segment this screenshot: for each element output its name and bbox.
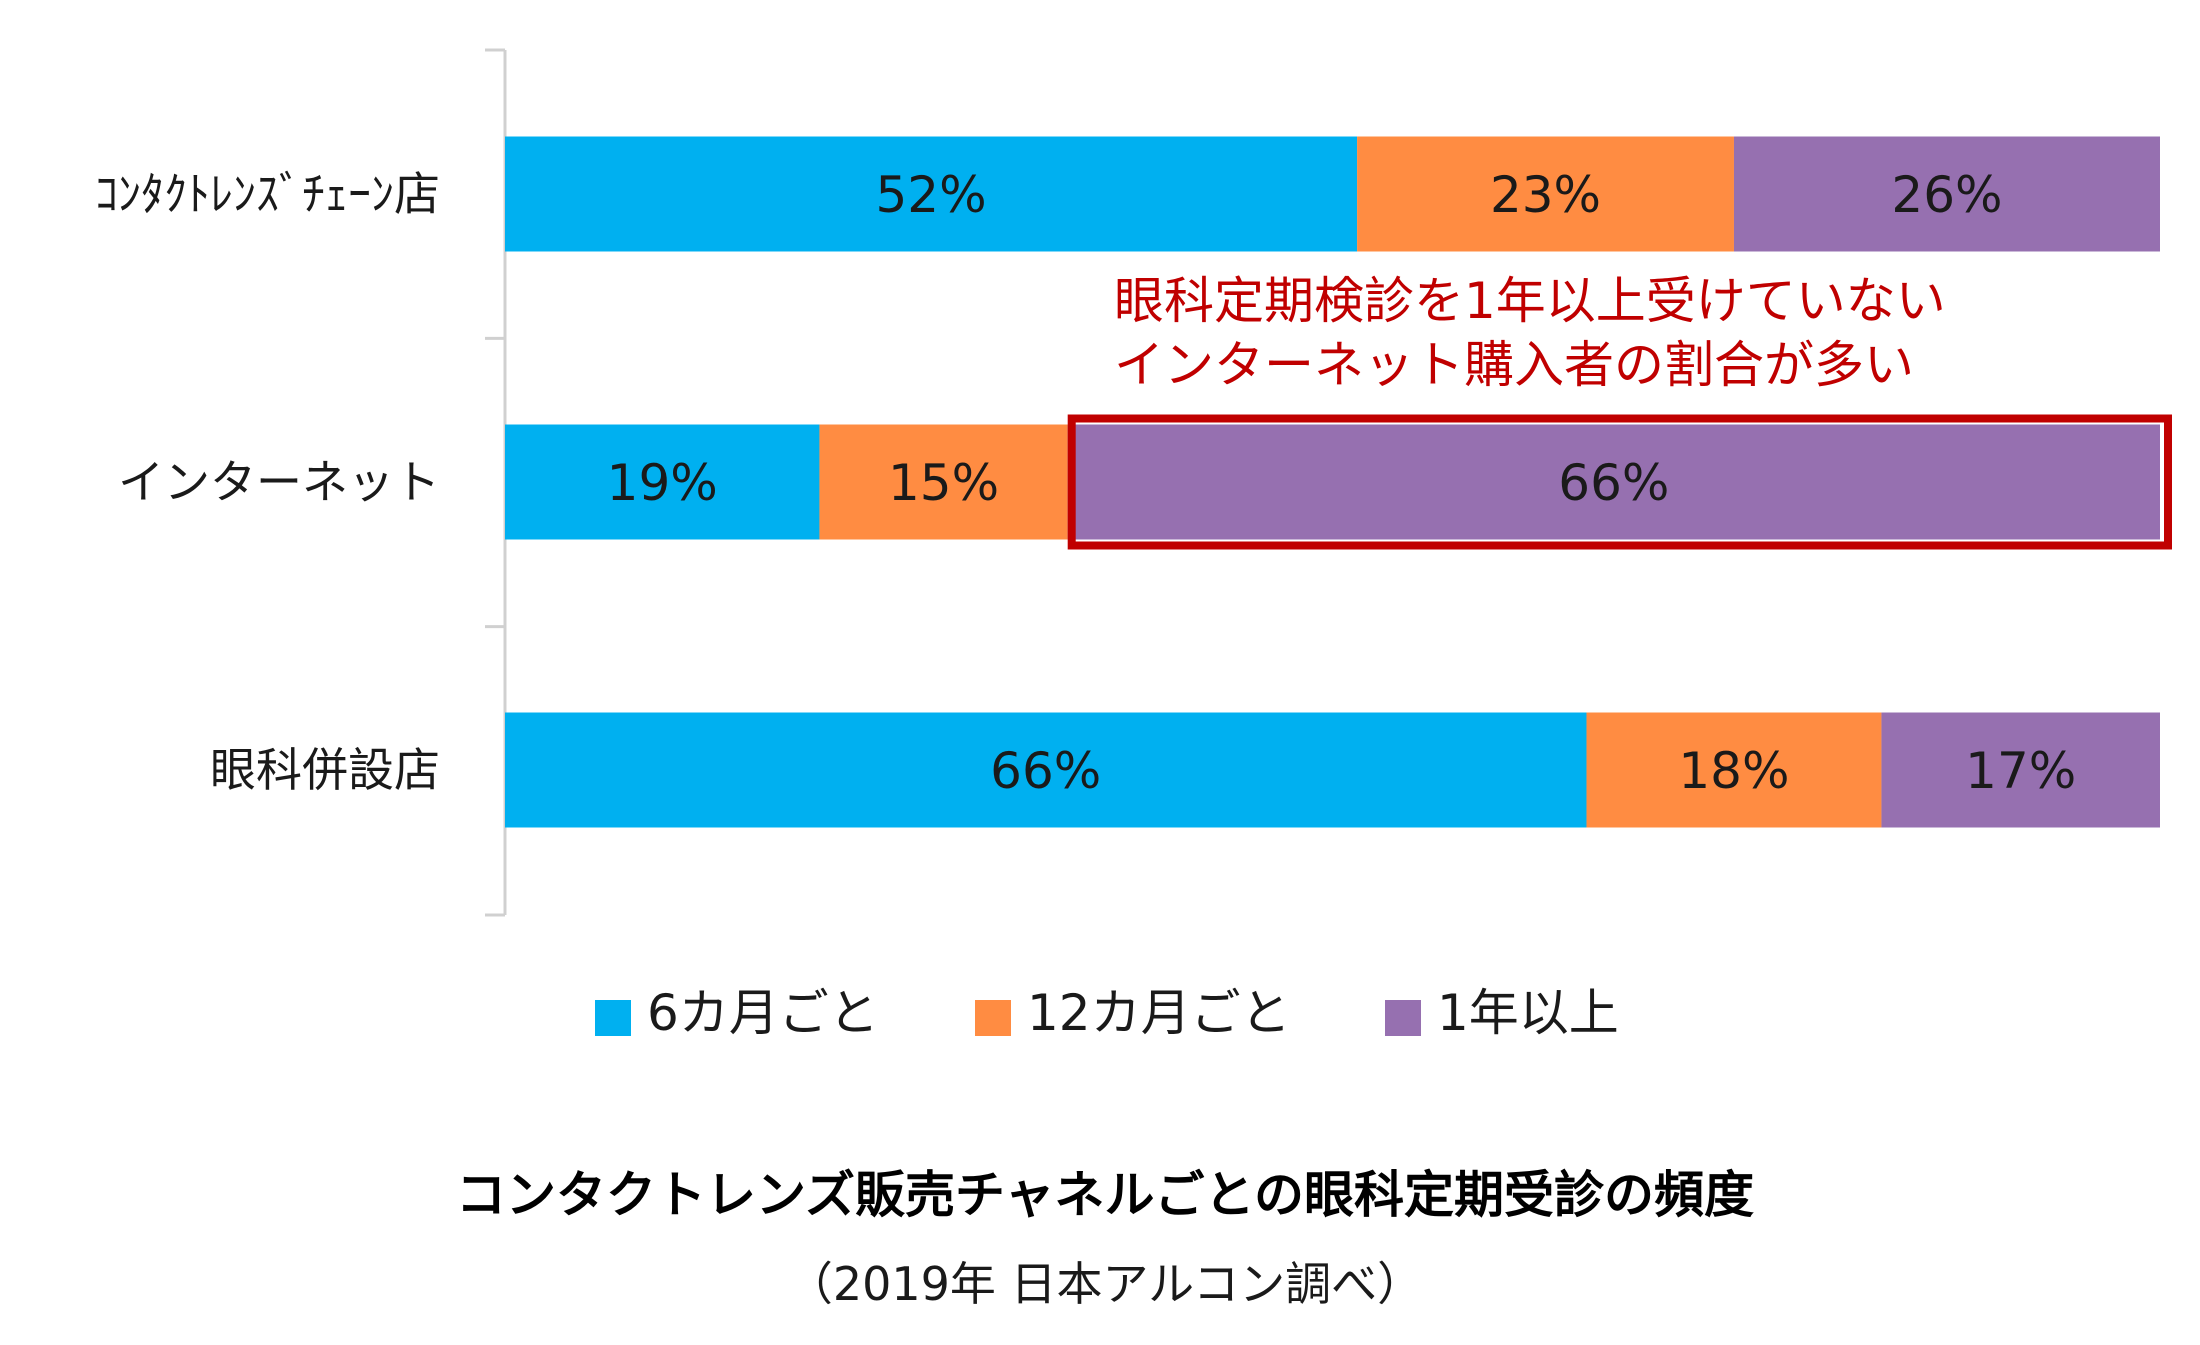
legend-swatch — [975, 1000, 1011, 1036]
data-label: 17% — [1965, 742, 2076, 800]
data-label: 66% — [1558, 454, 1669, 512]
legend-swatch — [1385, 1000, 1421, 1036]
chart-title: コンタクトレンズ販売チャネルごとの眼科定期受診の頻度 — [456, 1166, 1754, 1224]
legend-swatch — [595, 1000, 631, 1036]
chart-subtitle: （2019年 日本アルコン調べ） — [787, 1257, 1423, 1311]
bar-segment — [505, 424, 820, 540]
data-label: 52% — [875, 166, 986, 224]
data-label: 18% — [1678, 742, 1789, 800]
bar-segment — [505, 712, 1587, 828]
bar-segment — [1733, 136, 2160, 252]
data-label: 66% — [990, 742, 1101, 800]
highlight-box — [1067, 414, 2172, 550]
legend-label: 12カ月ごと — [1027, 984, 1291, 1042]
bar-segment — [1586, 712, 1882, 828]
annotation-line-1: 眼科定期検診を1年以上受けていない — [1114, 272, 1946, 330]
category-label: 眼科併設店 — [210, 743, 440, 797]
legend-label: 1年以上 — [1437, 984, 1619, 1042]
data-label: 19% — [607, 454, 718, 512]
bar-segment — [505, 136, 1358, 252]
category-label: インターネット — [118, 455, 440, 509]
legend-label: 6カ月ごと — [647, 984, 879, 1042]
data-label: 26% — [1891, 166, 2002, 224]
annotation-line-2: インターネット購入者の割合が多い — [1114, 336, 1914, 394]
bar-segment — [1881, 712, 2160, 828]
bar-segment — [1067, 424, 2160, 540]
bar-segment — [1357, 136, 1734, 252]
bar-segment — [819, 424, 1068, 540]
data-label: 15% — [888, 454, 999, 512]
data-label: 23% — [1490, 166, 1601, 224]
category-label: ｺﾝﾀｸﾄﾚﾝｽﾞﾁｪｰﾝ店 — [95, 167, 440, 221]
